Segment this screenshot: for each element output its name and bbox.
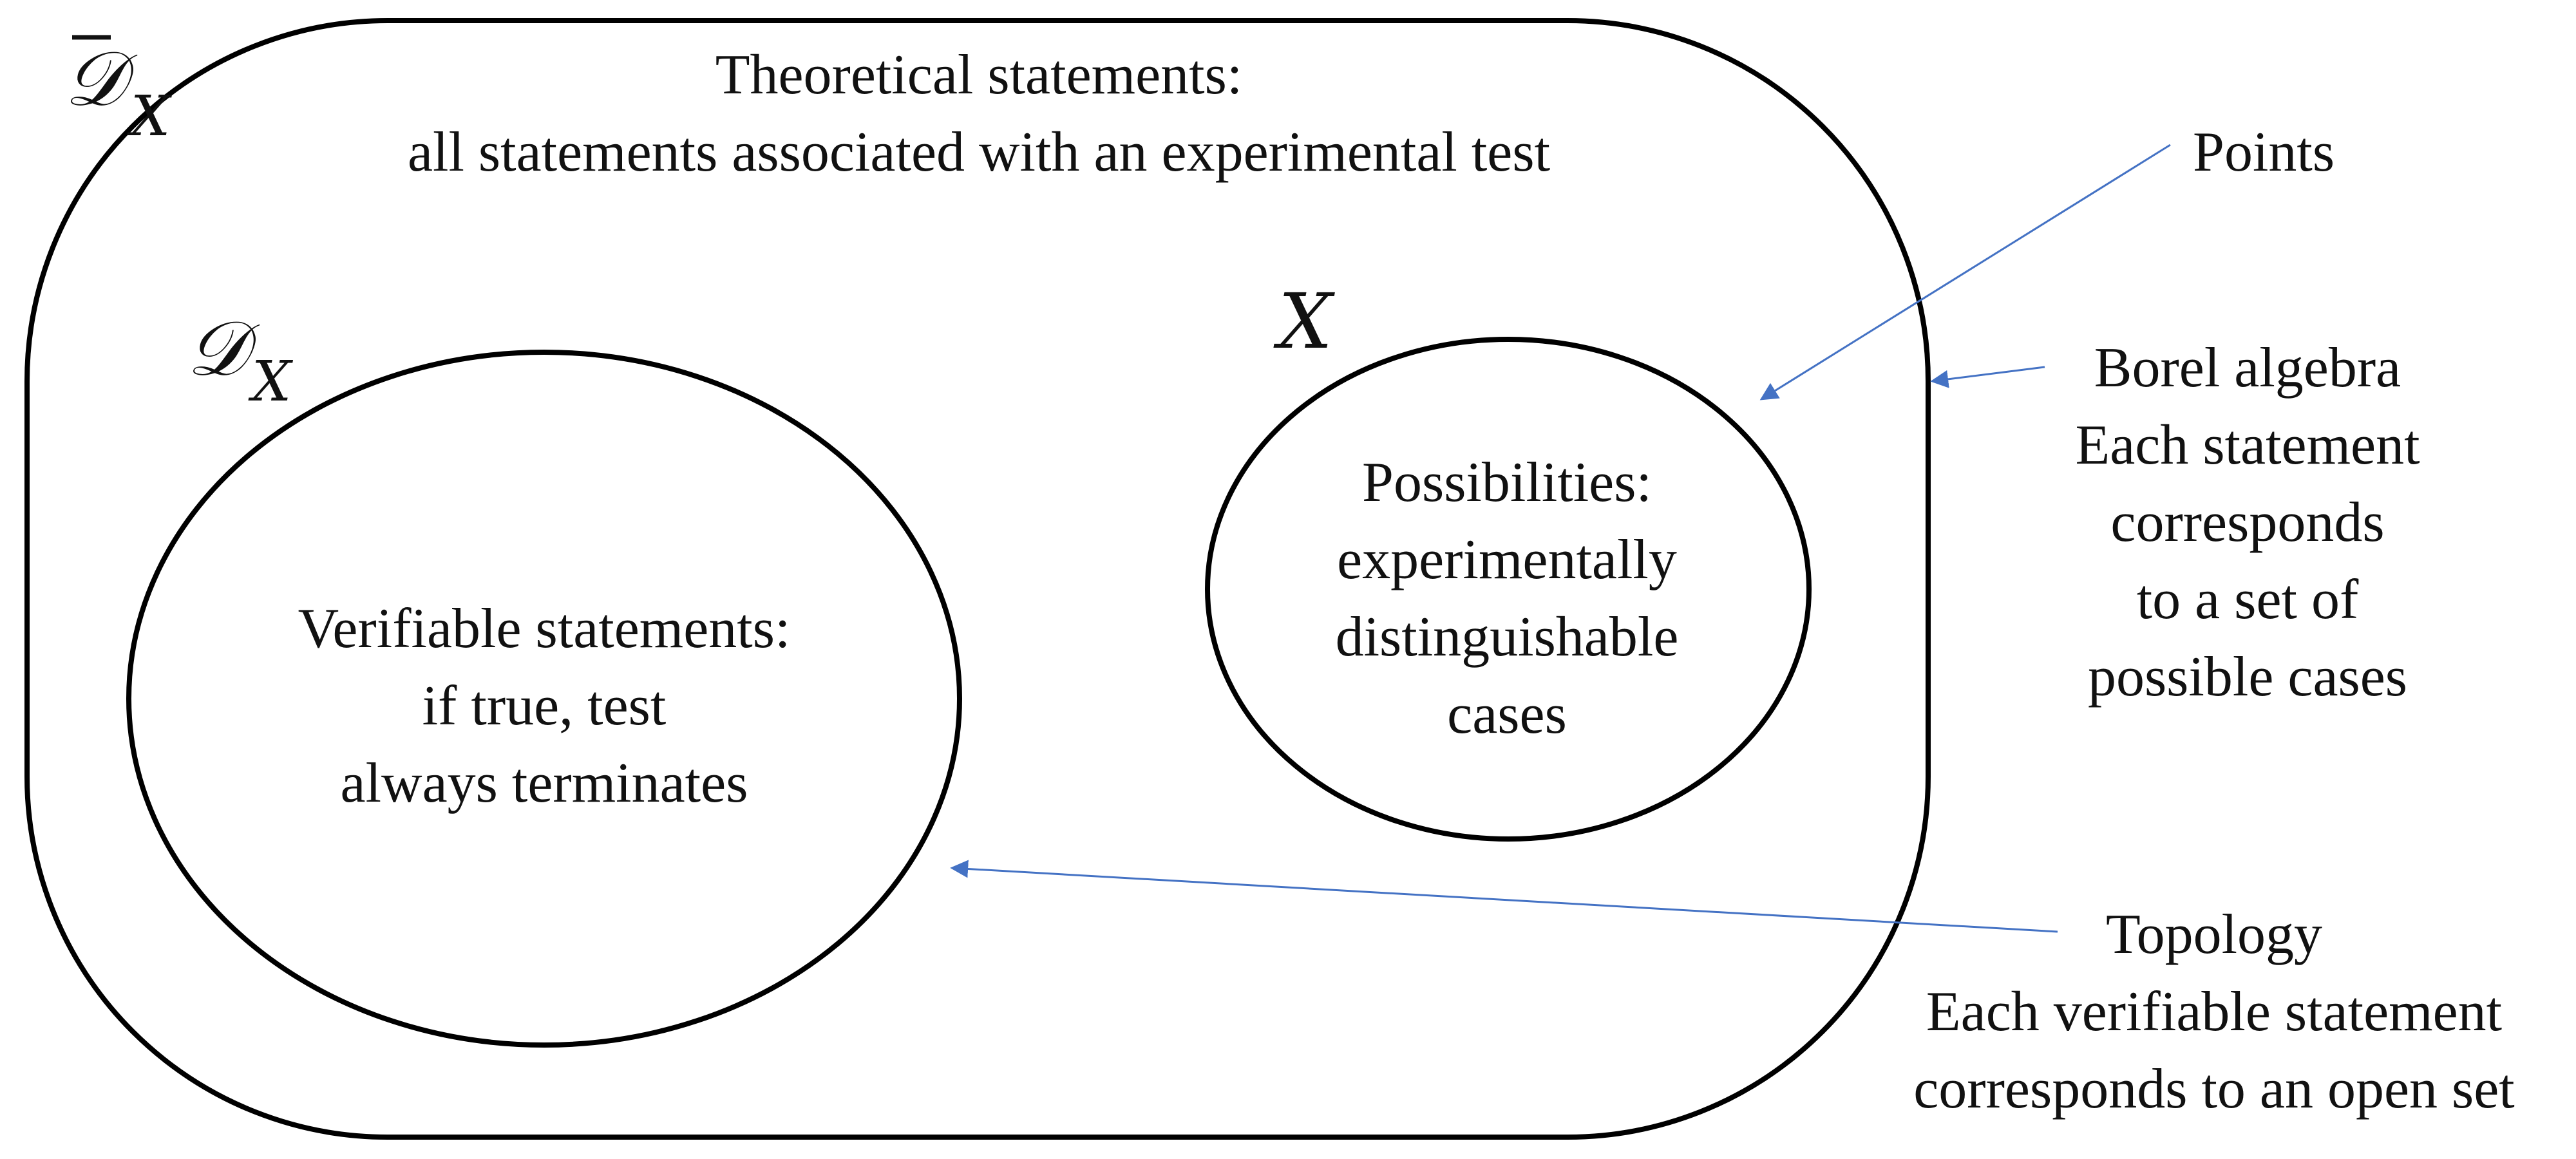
topology-annotation-line-2: Each verifiable statement <box>1926 981 2502 1043</box>
outer-region-subtitle: all statements associated with an experi… <box>408 121 1550 184</box>
possibilities-region-title: Possibilities: <box>1362 451 1652 514</box>
topology-annotation-line-3: corresponds to an open set <box>1913 1058 2515 1120</box>
outer-symbol-letter: 𝒟 <box>64 34 138 123</box>
possibilities-region-line-3: distinguishable <box>1336 606 1679 668</box>
outer-symbol-subscript: X <box>127 84 173 149</box>
possibilities-symbol: X <box>1273 277 1335 366</box>
verifiable-symbol-letter: 𝒟 <box>187 304 260 393</box>
points-annotation: Points <box>2193 121 2334 184</box>
borel-annotation-line-5: possible cases <box>2088 646 2407 708</box>
borel-annotation-title: Borel algebra <box>2094 337 2401 399</box>
verifiable-region-title: Verifiable statements: <box>298 598 791 660</box>
outer-region-boundary <box>24 18 1931 1140</box>
topology-arrow <box>950 860 2058 933</box>
possibilities-region-line-4: cases <box>1447 683 1567 746</box>
borel-annotation-line-3: corresponds <box>2110 491 2384 554</box>
verifiable-region-boundary <box>126 350 962 1048</box>
verifiable-region-symbol: 𝒟 X <box>187 304 294 414</box>
points-arrow <box>1759 144 2171 400</box>
topology-annotation: Topology Each verifiable statement corre… <box>1913 903 2515 1120</box>
borel-annotation: Borel algebra Each statement corresponds… <box>2075 337 2420 708</box>
possibilities-region-line-2: experimentally <box>1337 529 1677 591</box>
verifiable-region-line-2: if true, test <box>422 675 667 737</box>
possibilities-region-boundary <box>1205 337 1812 842</box>
topology-annotation-title: Topology <box>2106 903 2322 966</box>
outer-region-title: Theoretical statements: <box>715 44 1243 106</box>
verifiable-region-line-3: always terminates <box>341 752 748 815</box>
borel-annotation-line-4: to a set of <box>2137 569 2359 631</box>
verifiable-symbol-subscript: X <box>248 350 294 414</box>
outer-region-symbol: 𝒟 X <box>64 34 173 149</box>
borel-arrow <box>1930 366 2045 388</box>
borel-annotation-line-2: Each statement <box>2075 414 2420 476</box>
